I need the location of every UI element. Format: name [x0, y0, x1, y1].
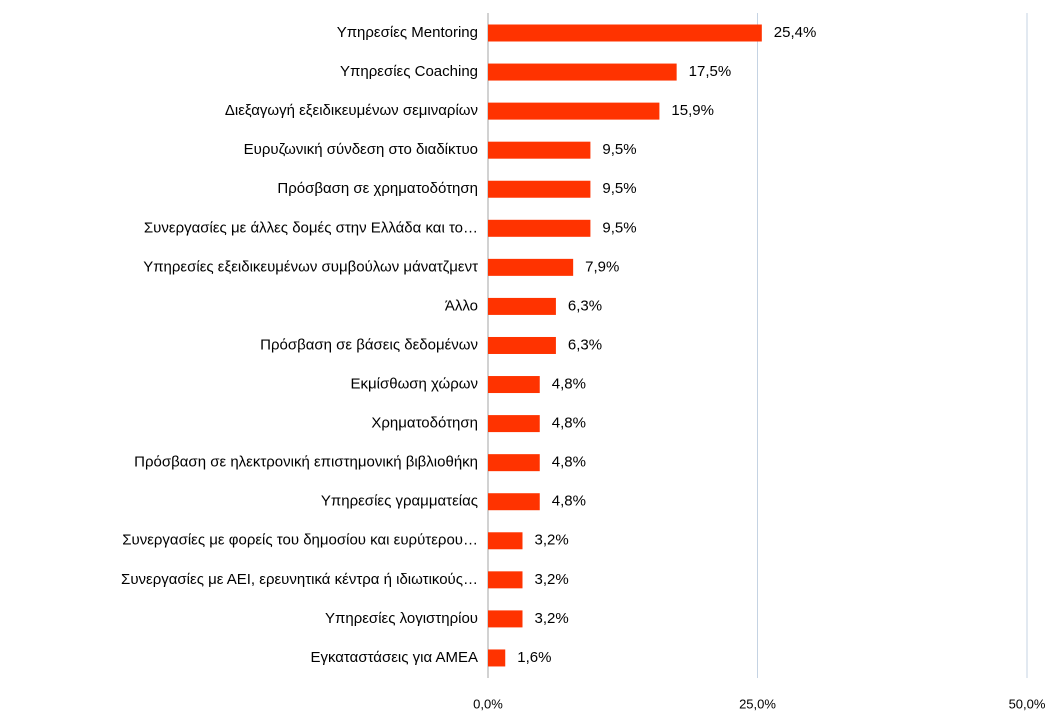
x-tick-label: 25,0% [739, 696, 776, 711]
y-tick-label: Συνεργασίες με φορείς του δημοσίου και ε… [122, 532, 478, 549]
y-tick-label: Υπηρεσίες εξειδικευμένων συμβούλων μάνατ… [143, 258, 478, 275]
bar [488, 297, 556, 315]
y-tick-label: Πρόσβαση σε χρηματοδότηση [277, 180, 478, 197]
data-label: 9,5% [602, 180, 636, 197]
data-label: 4,8% [552, 493, 586, 510]
data-label: 6,3% [568, 336, 602, 353]
bar [488, 180, 591, 198]
data-label: 4,8% [552, 415, 586, 432]
bar [488, 376, 540, 394]
y-tick-label: Εγκαταστάσεις για ΑΜΕΑ [310, 649, 478, 666]
y-tick-label: Άλλο [445, 297, 478, 314]
data-label: 3,2% [534, 610, 568, 627]
bar [488, 532, 523, 550]
data-label: 9,5% [602, 141, 636, 158]
bar [488, 24, 762, 42]
y-tick-label: Πρόσβαση σε ηλεκτρονική επιστημονική βιβ… [134, 454, 478, 471]
y-tick-label: Συνεργασίες με άλλες δομές στην Ελλάδα κ… [144, 219, 478, 236]
data-label: 6,3% [568, 297, 602, 314]
bar [488, 336, 556, 354]
bar [488, 102, 660, 120]
y-tick-label: Ευρυζωνική σύνδεση στο διαδίκτυο [244, 141, 478, 158]
bar [488, 219, 591, 237]
data-label: 7,9% [585, 258, 619, 275]
data-label: 4,8% [552, 454, 586, 471]
bar [488, 63, 677, 81]
data-label: 15,9% [671, 102, 714, 119]
bar [488, 649, 506, 667]
data-label: 4,8% [552, 376, 586, 393]
data-label: 9,5% [602, 219, 636, 236]
data-label: 3,2% [534, 532, 568, 549]
x-tick-label: 0,0% [473, 696, 503, 711]
bar [488, 571, 523, 589]
bar [488, 454, 540, 472]
y-tick-label: Υπηρεσίες γραμματείας [321, 493, 478, 510]
bar [488, 141, 591, 159]
y-tick-label: Χρηματοδότηση [371, 415, 478, 432]
y-tick-label: Πρόσβαση σε βάσεις δεδομένων [260, 336, 478, 353]
bar [488, 258, 574, 276]
data-label: 25,4% [774, 24, 817, 41]
bar [488, 415, 540, 433]
x-tick-label: 50,0% [1009, 696, 1046, 711]
y-tick-label: Υπηρεσίες Mentoring [337, 24, 478, 41]
data-label: 17,5% [689, 63, 732, 80]
y-tick-label: Συνεργασίες με ΑΕΙ, ερευνητικά κέντρα ή … [121, 571, 478, 588]
bar [488, 610, 523, 628]
y-tick-label: Υπηρεσίες λογιστηρίου [325, 610, 478, 627]
y-tick-label: Εκμίσθωση χώρων [351, 376, 479, 393]
y-tick-label: Διεξαγωγή εξειδικευμένων σεμιναρίων [225, 102, 478, 119]
y-tick-label: Υπηρεσίες Coaching [340, 63, 478, 80]
data-label: 1,6% [517, 649, 551, 666]
data-label: 3,2% [534, 571, 568, 588]
bar [488, 493, 540, 511]
